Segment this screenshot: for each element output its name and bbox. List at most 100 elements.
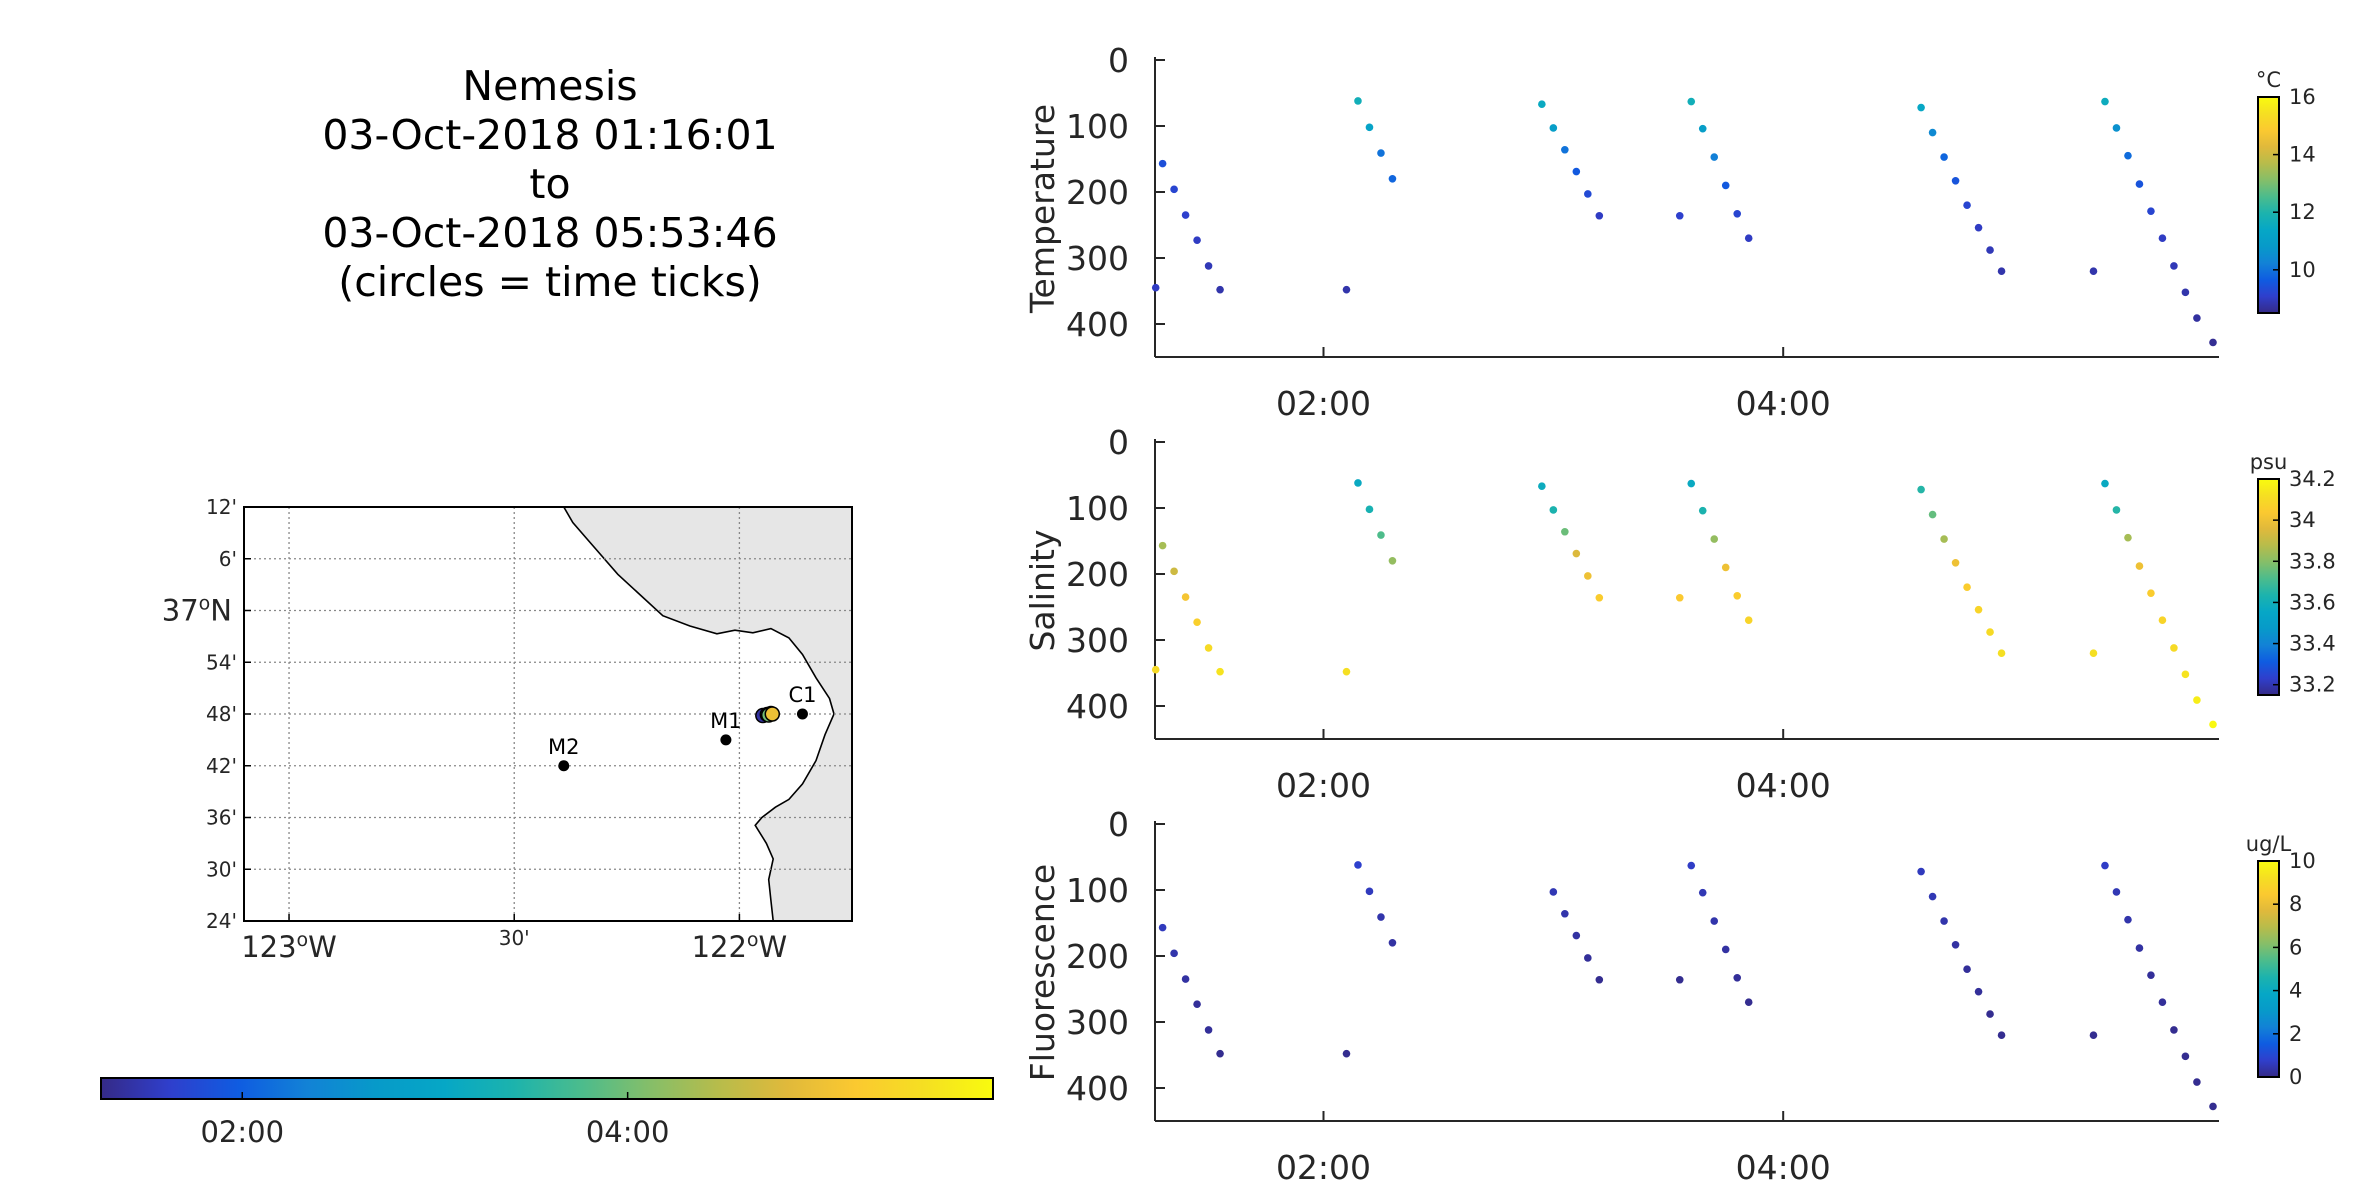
colorbar-unit: psu [2250, 450, 2288, 474]
y-axis-label: Fluorescence [1023, 864, 1062, 1081]
x-tick-label: 04:00 [1736, 384, 1831, 423]
data-point [2170, 262, 2178, 270]
data-point [1158, 159, 1167, 168]
data-point [1951, 558, 1960, 567]
data-point [1687, 97, 1696, 106]
data-point [1974, 605, 1983, 614]
colorbar-temperature [2257, 96, 2280, 314]
colorbar-salinity [2257, 478, 2280, 696]
colorbar-tick-label: 16 [2289, 85, 2316, 109]
title-line-note: (circles = time ticks) [338, 258, 762, 306]
data-point [2112, 506, 2121, 514]
data-point [2135, 180, 2144, 188]
data-point [2170, 1026, 2178, 1034]
data-point [1216, 285, 1224, 294]
data-point [1572, 931, 1581, 940]
data-point [2181, 288, 2190, 297]
data-point [1584, 190, 1592, 198]
map-lon-label: 122oW [692, 929, 788, 964]
data-point [1997, 267, 2006, 276]
data-point [1572, 549, 1581, 558]
data-point [1170, 185, 1178, 194]
data-point [1675, 593, 1684, 602]
data-point [2124, 533, 2132, 542]
colorbar-tick-label: 33.8 [2289, 549, 2336, 573]
data-point [2124, 915, 2132, 924]
data-point [1710, 153, 1719, 161]
data-point [1561, 909, 1569, 918]
data-point [1928, 892, 1937, 901]
data-point [2209, 338, 2217, 347]
data-point [1151, 283, 1160, 292]
data-point [1710, 917, 1719, 925]
data-point [1675, 211, 1684, 220]
colorbar-tick-label: 33.4 [2289, 632, 2336, 656]
data-point [1986, 1010, 1994, 1018]
data-point [1170, 567, 1178, 576]
map-lon-label: 30' [499, 926, 530, 950]
data-point [1963, 583, 1971, 591]
data-point [1549, 506, 1558, 514]
colorbar-tick-label: 10 [2289, 258, 2316, 282]
y-tick-label: 400 [1066, 1069, 1129, 1108]
data-point [1377, 531, 1385, 539]
data-point [1377, 149, 1385, 157]
colorbar-tick-label: 33.6 [2289, 590, 2336, 614]
data-point [1538, 482, 1546, 491]
colorbar-tick-label: 34 [2289, 508, 2316, 532]
data-point [1997, 649, 2006, 657]
data-point [2124, 151, 2132, 160]
data-point [1963, 965, 1971, 973]
data-point [2112, 888, 2121, 896]
data-point [2101, 97, 2109, 106]
y-axis-label: Temperature [1023, 104, 1062, 314]
data-point [1365, 887, 1374, 896]
station-label: C1 [788, 683, 816, 707]
data-point [1354, 97, 1362, 105]
data-point [1733, 591, 1742, 600]
time-colorbar: 02:00 04:00 [100, 1077, 994, 1149]
data-point [1710, 535, 1719, 543]
data-point [1365, 123, 1374, 132]
title-line-start-time: 03-Oct-2018 01:16:01 [322, 111, 778, 159]
colorbar-tick-label: 34.2 [2289, 467, 2336, 491]
data-point [1595, 975, 1604, 984]
title-line-to: to [529, 160, 571, 208]
data-point [1572, 167, 1581, 176]
time-colorbar-tick-label: 02:00 [200, 1115, 284, 1149]
data-point [1561, 527, 1569, 536]
data-point [1595, 593, 1604, 602]
station-marker [558, 760, 570, 772]
data-point [2089, 1031, 2098, 1039]
data-point [1584, 572, 1592, 580]
data-point [1721, 181, 1730, 190]
data-point [1538, 100, 1546, 109]
data-point [1744, 616, 1753, 624]
data-point [1216, 667, 1224, 676]
data-point [2170, 644, 2178, 652]
data-point [2135, 944, 2144, 952]
x-tick-label: 04:00 [1736, 1148, 1831, 1181]
y-tick-label: 300 [1066, 239, 1129, 278]
panel-temperature: 0 100 200 300 400 02:00 04:00 Temperature °C 10 12… [1023, 41, 2316, 423]
colorbar-tick-label: 10 [2289, 849, 2316, 873]
data-point [1204, 1026, 1213, 1034]
data-point [1342, 1049, 1351, 1058]
data-point [1951, 176, 1960, 185]
y-tick-label: 100 [1066, 489, 1129, 528]
data-point [1721, 563, 1730, 572]
data-point [1986, 246, 1994, 254]
y-tick-label: 300 [1066, 621, 1129, 660]
data-point [1733, 209, 1742, 218]
data-point [1917, 103, 1925, 112]
y-tick-label: 100 [1066, 871, 1129, 910]
data-point [1365, 505, 1374, 514]
data-point [1158, 541, 1167, 550]
data-point [1204, 262, 1213, 270]
data-point [1193, 1000, 1201, 1008]
map-lat-label: 37oN [162, 593, 232, 628]
time-colorbar-gradient [100, 1077, 994, 1100]
data-point [2193, 696, 2201, 704]
